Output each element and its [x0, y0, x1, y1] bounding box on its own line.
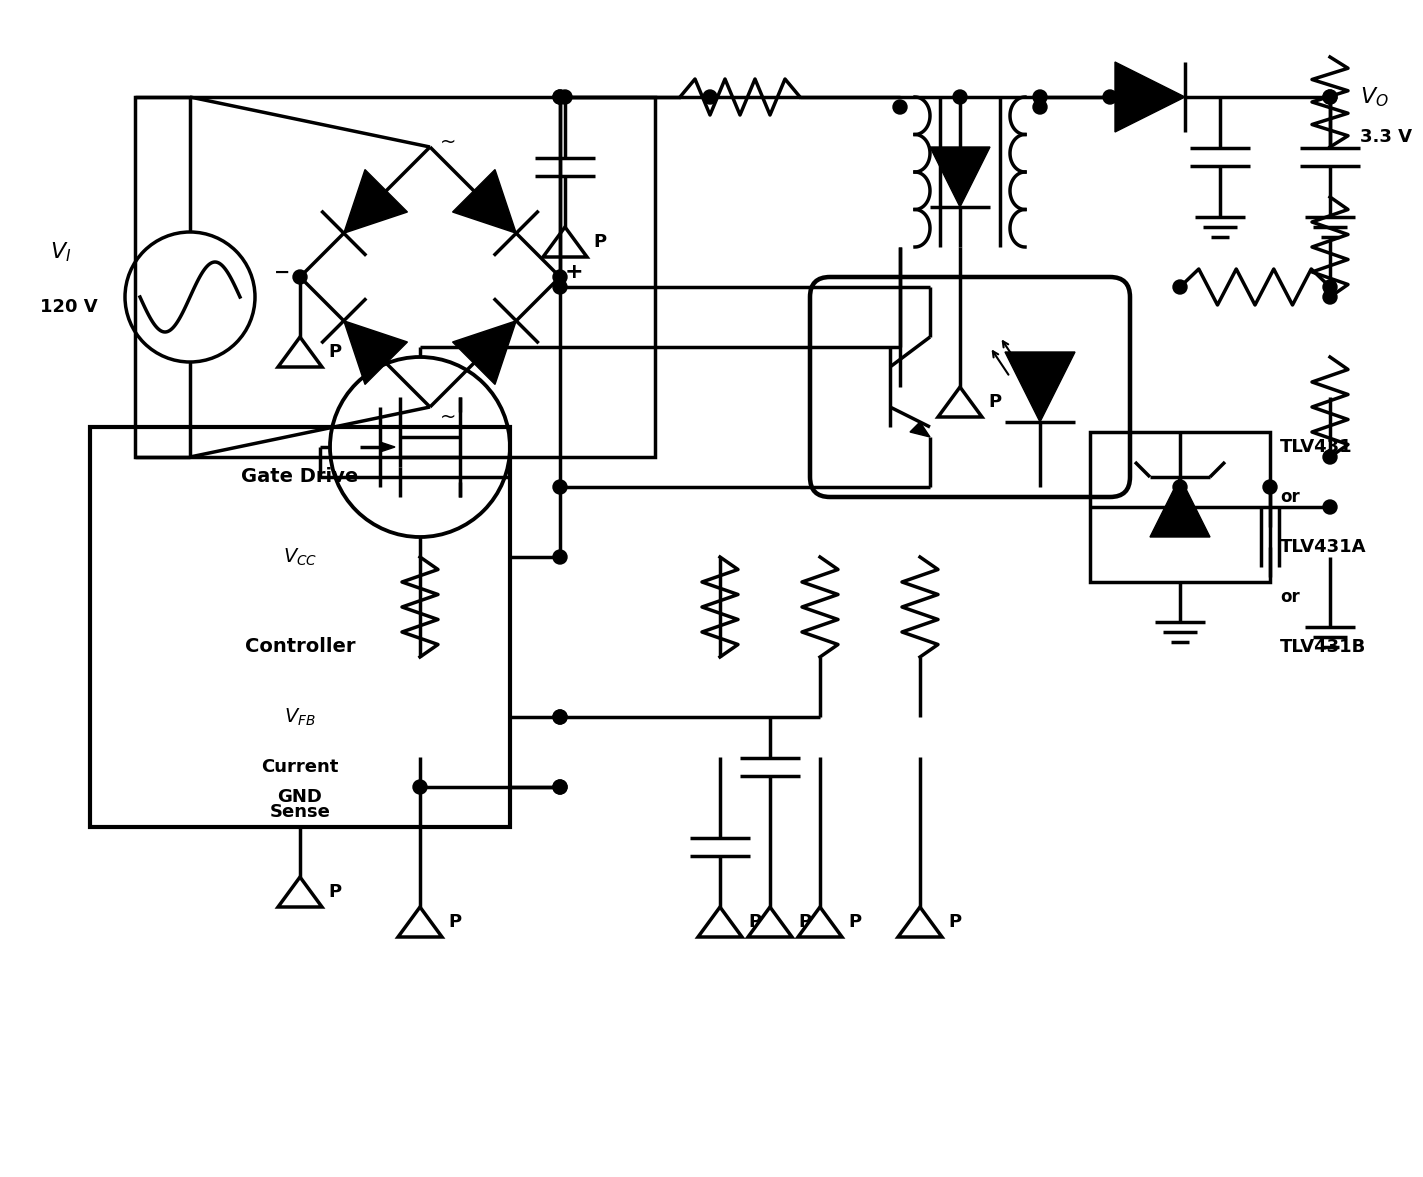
Text: GND: GND — [277, 787, 323, 806]
Text: TLV431B: TLV431B — [1281, 638, 1366, 656]
Circle shape — [1323, 280, 1338, 294]
Text: P: P — [448, 913, 461, 931]
Text: −: − — [273, 262, 290, 281]
Text: P: P — [327, 343, 342, 361]
Circle shape — [558, 89, 572, 104]
Circle shape — [1323, 500, 1338, 514]
Circle shape — [554, 480, 566, 494]
Text: or: or — [1281, 588, 1299, 606]
Polygon shape — [344, 169, 407, 233]
Text: Current: Current — [262, 758, 339, 776]
Circle shape — [554, 89, 566, 104]
Circle shape — [554, 270, 566, 284]
Circle shape — [703, 89, 717, 104]
Polygon shape — [931, 147, 990, 207]
Text: Sense: Sense — [269, 803, 330, 822]
Bar — [1090, 432, 1269, 581]
Circle shape — [894, 100, 906, 114]
Circle shape — [953, 89, 968, 104]
Text: P: P — [988, 393, 1002, 411]
Circle shape — [554, 89, 566, 104]
Polygon shape — [1150, 477, 1210, 537]
Text: P: P — [848, 913, 861, 931]
Text: +: + — [565, 262, 583, 282]
Circle shape — [1103, 89, 1117, 104]
Circle shape — [1323, 450, 1338, 464]
Circle shape — [1173, 280, 1187, 294]
Circle shape — [554, 710, 566, 724]
Circle shape — [554, 710, 566, 724]
Circle shape — [1173, 480, 1187, 494]
Circle shape — [554, 780, 566, 794]
Text: $V_O$: $V_O$ — [1360, 85, 1389, 108]
Text: P: P — [593, 233, 606, 251]
Circle shape — [1264, 480, 1276, 494]
Polygon shape — [1116, 62, 1185, 132]
Text: 120 V: 120 V — [40, 298, 98, 315]
Text: Gate Drive: Gate Drive — [242, 467, 359, 486]
Circle shape — [554, 780, 566, 794]
Text: $V_{FB}$: $V_{FB}$ — [285, 706, 316, 727]
Text: P: P — [948, 913, 961, 931]
Polygon shape — [344, 321, 407, 385]
Circle shape — [554, 280, 566, 294]
Circle shape — [1033, 89, 1047, 104]
Polygon shape — [1005, 352, 1074, 423]
Circle shape — [1323, 290, 1338, 304]
Circle shape — [1033, 100, 1047, 114]
Polygon shape — [453, 169, 517, 233]
Polygon shape — [453, 321, 517, 385]
Text: Controller: Controller — [245, 638, 356, 657]
Circle shape — [554, 550, 566, 564]
Bar — [90, 427, 509, 827]
Bar — [135, 97, 655, 457]
Circle shape — [1323, 89, 1338, 104]
Text: $V_I$: $V_I$ — [50, 240, 71, 264]
Text: P: P — [798, 913, 811, 931]
Polygon shape — [380, 443, 396, 452]
Text: 3.3 V: 3.3 V — [1360, 128, 1412, 146]
Circle shape — [293, 270, 307, 284]
Text: TLV431: TLV431 — [1281, 438, 1353, 455]
Text: ~: ~ — [440, 133, 457, 152]
Circle shape — [1323, 89, 1338, 104]
Text: $V_{CC}$: $V_{CC}$ — [283, 546, 317, 567]
Text: P: P — [748, 913, 761, 931]
Text: P: P — [327, 883, 342, 902]
Text: ~: ~ — [440, 407, 457, 426]
Text: or: or — [1281, 488, 1299, 506]
Text: TLV431A: TLV431A — [1281, 538, 1366, 556]
Circle shape — [413, 780, 427, 794]
Polygon shape — [909, 423, 931, 437]
